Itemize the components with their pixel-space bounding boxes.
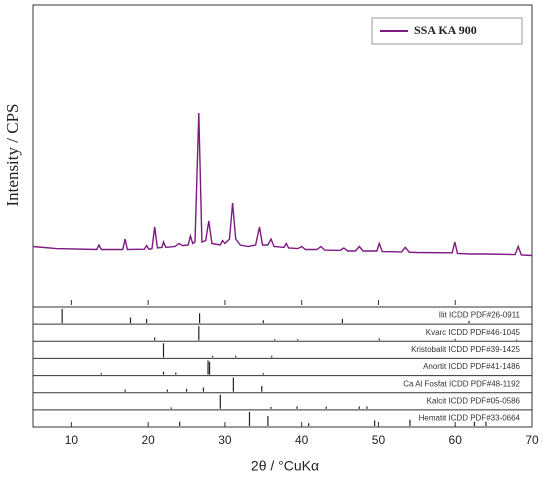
reference-label: Kvarc ICDD PDF#46-1045 <box>426 328 521 337</box>
reference-label: Hematit ICDD PDF#33-0664 <box>419 414 521 423</box>
reference-label: Kalcit ICDD PDF#05-0586 <box>427 396 521 405</box>
plot-frame <box>32 4 533 428</box>
x-tick-label: 40 <box>295 433 309 447</box>
reference-label: Kristobalit ICDD PDF#39-1425 <box>411 345 520 354</box>
reference-label: Ilit ICDD PDF#26-0911 <box>439 311 521 320</box>
x-tick-label: 60 <box>449 433 463 447</box>
reference-label: Ca Al Fosfat ICDD PDF#48-1192 <box>403 379 520 388</box>
x-axis-label: 2θ / °CuKα <box>251 458 319 474</box>
x-tick-label: 30 <box>218 433 232 447</box>
x-tick-label: 20 <box>141 433 155 447</box>
x-tick-label: 70 <box>525 433 539 447</box>
x-tick-label: 10 <box>65 433 79 447</box>
reference-label: Anortit ICDD PDF#41-1486 <box>423 362 520 371</box>
y-axis-label: Intensity / CPS <box>3 104 22 207</box>
legend-label: SSA KA 900 <box>414 23 477 37</box>
x-tick-label: 50 <box>372 433 386 447</box>
data-line <box>32 112 533 257</box>
